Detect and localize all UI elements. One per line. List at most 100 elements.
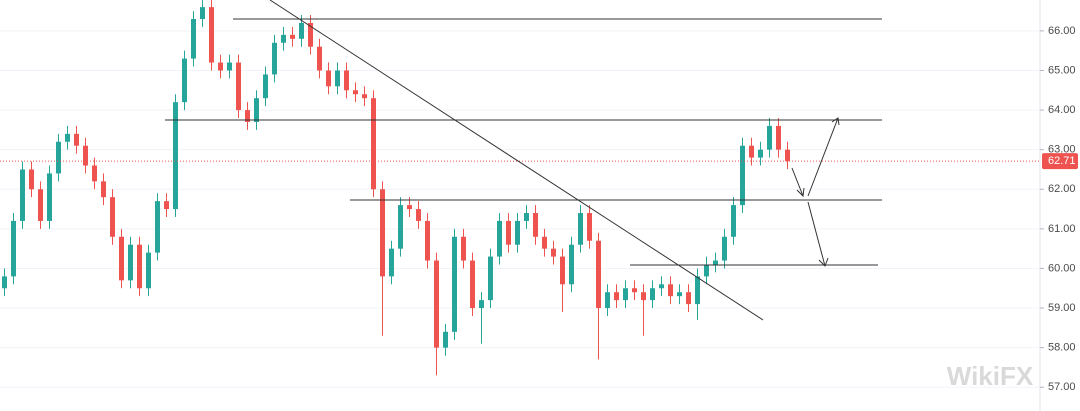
candle-body [461, 236, 466, 261]
candle-body [272, 42, 277, 75]
candle-body [398, 205, 403, 249]
candle-body [659, 284, 664, 289]
candle-body [587, 213, 592, 241]
candle-body [686, 292, 691, 305]
candle-body [704, 264, 709, 277]
y-tick-label: 64.00 [1048, 104, 1076, 116]
candle-body [416, 209, 421, 221]
candle-body [254, 98, 259, 122]
candles [0, 0, 1040, 376]
candle-body [470, 260, 475, 309]
arrow [807, 117, 840, 197]
candle-body [290, 34, 295, 39]
y-tick-label: 59.00 [1048, 302, 1076, 314]
candle-body [11, 220, 16, 277]
candle-body [749, 145, 754, 158]
candle-body [695, 276, 700, 305]
candle-body [20, 169, 25, 221]
candle-body [740, 145, 745, 206]
candle-body [218, 62, 223, 71]
candle-body [83, 145, 88, 166]
candle-body [317, 46, 322, 71]
candle-body [731, 205, 736, 237]
candle-body [578, 213, 583, 245]
candle-body [29, 169, 34, 190]
y-tick-label: 66.00 [1048, 25, 1076, 37]
candle-body [434, 260, 439, 348]
candle-body [614, 292, 619, 301]
candle-body [515, 220, 520, 245]
candle-body [182, 58, 187, 103]
drawings [165, 0, 882, 321]
candle-body [128, 244, 133, 281]
candle-body [236, 62, 241, 111]
y-tick-label: 65.00 [1048, 64, 1076, 76]
candle-body [281, 34, 286, 43]
watermark: WikiFX [947, 361, 1034, 391]
candle-body [326, 70, 331, 87]
candle-body [596, 240, 601, 309]
candle-body [299, 22, 304, 39]
candle-body [542, 236, 547, 249]
candle-body [74, 133, 79, 146]
candle-body [56, 141, 61, 174]
candle-body [668, 284, 673, 297]
candle-body [47, 173, 52, 221]
price-label: 62.71 [1048, 155, 1076, 167]
arrow [807, 201, 829, 267]
candle-body [497, 220, 502, 257]
y-tick-label: 60.00 [1048, 262, 1076, 274]
candle-body [641, 292, 646, 301]
candle-body [101, 181, 106, 198]
candle-body [155, 201, 160, 253]
candle-body [650, 288, 655, 301]
candle-body [371, 98, 376, 190]
candle-body [560, 256, 565, 285]
candle-body [200, 7, 205, 20]
candle-body [776, 125, 781, 150]
candle-body [308, 22, 313, 47]
candle-body [479, 300, 484, 309]
candle-body [758, 149, 763, 158]
candle-body [713, 260, 718, 265]
candle-body [38, 189, 43, 221]
candle-body [110, 197, 115, 237]
y-tick-label: 58.00 [1048, 342, 1076, 354]
candle-body [92, 165, 97, 182]
candle-body [344, 70, 349, 91]
candle-body [227, 62, 232, 71]
candle-body [191, 19, 196, 59]
candle-body [452, 236, 457, 332]
candle-body [245, 110, 250, 122]
candle-body [551, 248, 556, 257]
candle-body [677, 292, 682, 297]
candle-body [425, 220, 430, 261]
candle-body [137, 244, 142, 289]
candle-body [443, 331, 448, 348]
candle-body [605, 292, 610, 309]
candle-body [632, 288, 637, 293]
candle-body [164, 201, 169, 210]
candle-body [362, 94, 367, 99]
candle-body [533, 213, 538, 237]
candle-body [506, 220, 511, 245]
candle-body [785, 149, 790, 162]
arrow [791, 167, 805, 198]
candle-body [380, 189, 385, 277]
y-tick-label: 57.00 [1048, 381, 1076, 393]
candle-body [488, 256, 493, 301]
candle-body [209, 7, 214, 63]
candle-body [2, 276, 7, 289]
y-tick-label: 63.00 [1048, 144, 1076, 156]
y-tick-label: 62.00 [1048, 183, 1076, 195]
trend-line [269, 0, 764, 321]
price-label-bg [1042, 153, 1078, 170]
candle-body [407, 205, 412, 210]
candle-body [569, 244, 574, 285]
candle-body [119, 236, 124, 281]
candle-body [389, 248, 394, 277]
candle-body [623, 288, 628, 301]
candle-body [524, 213, 529, 221]
candle-body [722, 236, 727, 261]
